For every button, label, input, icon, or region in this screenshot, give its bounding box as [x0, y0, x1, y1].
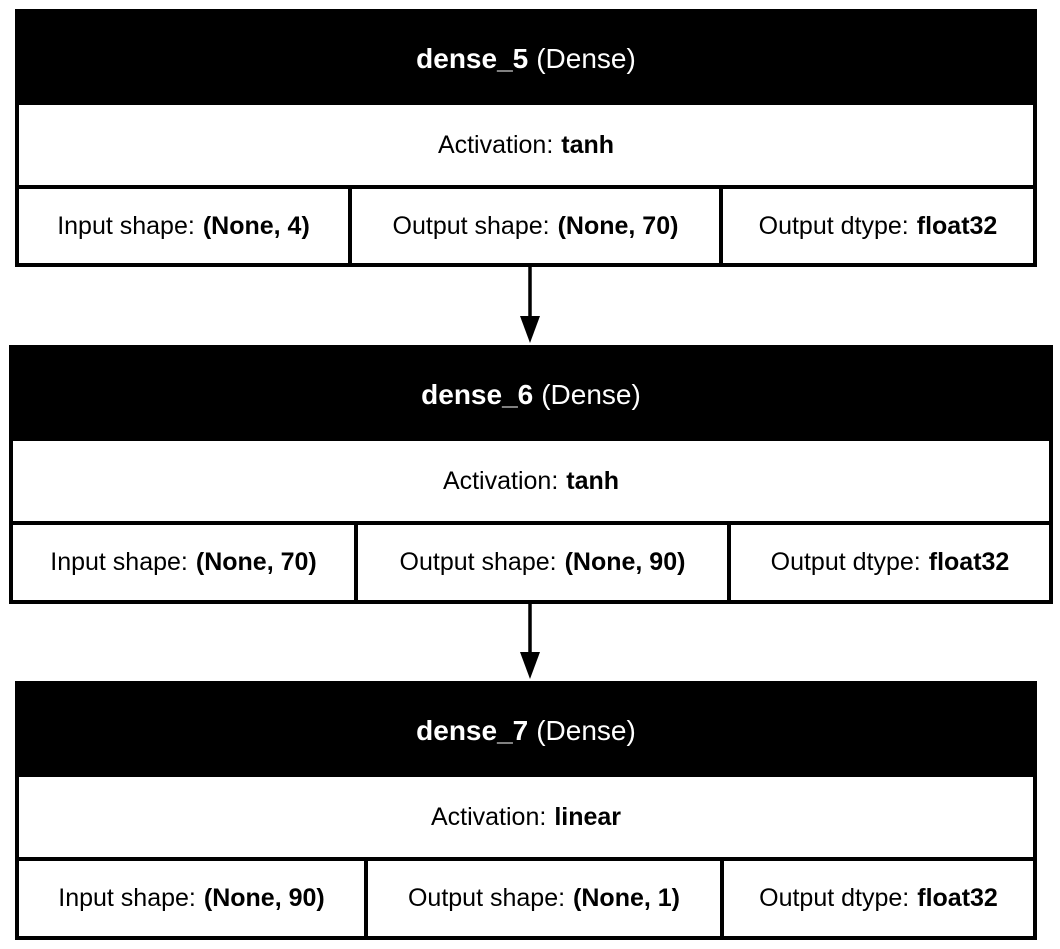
activation-label: Activation:: [442, 466, 559, 495]
output-shape-cell: Output shape: (None, 90): [358, 525, 731, 600]
output-dtype-cell: Output dtype: float32: [724, 861, 1033, 936]
layer-type: (Dense): [541, 379, 641, 410]
layer-node-dense-5: dense_5 (Dense) Activation: tanh Input s…: [15, 9, 1037, 267]
layer-title-bar: dense_5 (Dense): [19, 13, 1033, 105]
shape-row: Input shape: (None, 90) Output shape: (N…: [19, 861, 1033, 936]
output-shape-label: Output shape:: [392, 211, 550, 240]
output-shape-cell: Output shape: (None, 1): [368, 861, 724, 936]
layer-node-dense-6: dense_6 (Dense) Activation: tanh Input s…: [9, 345, 1053, 604]
activation-value: linear: [554, 802, 622, 831]
output-shape-label: Output shape:: [399, 548, 557, 576]
activation-label: Activation:: [437, 130, 554, 159]
input-shape-value: (None, 90): [203, 884, 325, 912]
output-shape-cell: Output shape: (None, 70): [352, 189, 723, 263]
arrow-dense-5-to-dense-6: [520, 267, 540, 343]
input-shape-value: (None, 4): [202, 211, 310, 240]
output-shape-value: (None, 90): [564, 548, 686, 576]
layer-title-bar: dense_6 (Dense): [13, 349, 1049, 441]
input-shape-cell: Input shape: (None, 70): [13, 525, 358, 600]
layer-name: dense_5: [416, 43, 529, 74]
output-dtype-label: Output dtype:: [770, 548, 921, 576]
shape-row: Input shape: (None, 4) Output shape: (No…: [19, 189, 1033, 263]
input-shape-label: Input shape:: [50, 548, 188, 576]
arrow-dense-6-to-dense-7: [520, 604, 540, 679]
input-shape-label: Input shape:: [58, 884, 196, 912]
activation-row: Activation: tanh: [19, 105, 1033, 189]
layer-name: dense_6: [421, 379, 534, 410]
layer-type: (Dense): [536, 715, 636, 746]
activation-row: Activation: tanh: [13, 441, 1049, 525]
input-shape-value: (None, 70): [195, 548, 317, 576]
output-shape-value: (None, 1): [573, 884, 680, 912]
layer-type: (Dense): [536, 43, 636, 74]
input-shape-cell: Input shape: (None, 4): [19, 189, 352, 263]
output-dtype-label: Output dtype:: [759, 884, 910, 912]
shape-row: Input shape: (None, 70) Output shape: (N…: [13, 525, 1049, 600]
layer-node-dense-7: dense_7 (Dense) Activation: linear Input…: [15, 681, 1037, 940]
output-dtype-value: float32: [917, 884, 998, 912]
input-shape-cell: Input shape: (None, 90): [19, 861, 368, 936]
output-shape-label: Output shape:: [407, 884, 566, 912]
activation-row: Activation: linear: [19, 777, 1033, 861]
output-dtype-label: Output dtype:: [758, 211, 909, 240]
output-dtype-cell: Output dtype: float32: [731, 525, 1049, 600]
activation-value: tanh: [566, 466, 620, 495]
output-dtype-value: float32: [928, 548, 1010, 576]
layer-title-bar: dense_7 (Dense): [19, 685, 1033, 777]
input-shape-label: Input shape:: [57, 211, 195, 240]
layer-name: dense_7: [416, 715, 529, 746]
activation-value: tanh: [561, 130, 615, 159]
activation-label: Activation:: [430, 802, 547, 831]
output-dtype-value: float32: [916, 211, 998, 240]
output-dtype-cell: Output dtype: float32: [723, 189, 1033, 263]
output-shape-value: (None, 70): [557, 211, 679, 240]
